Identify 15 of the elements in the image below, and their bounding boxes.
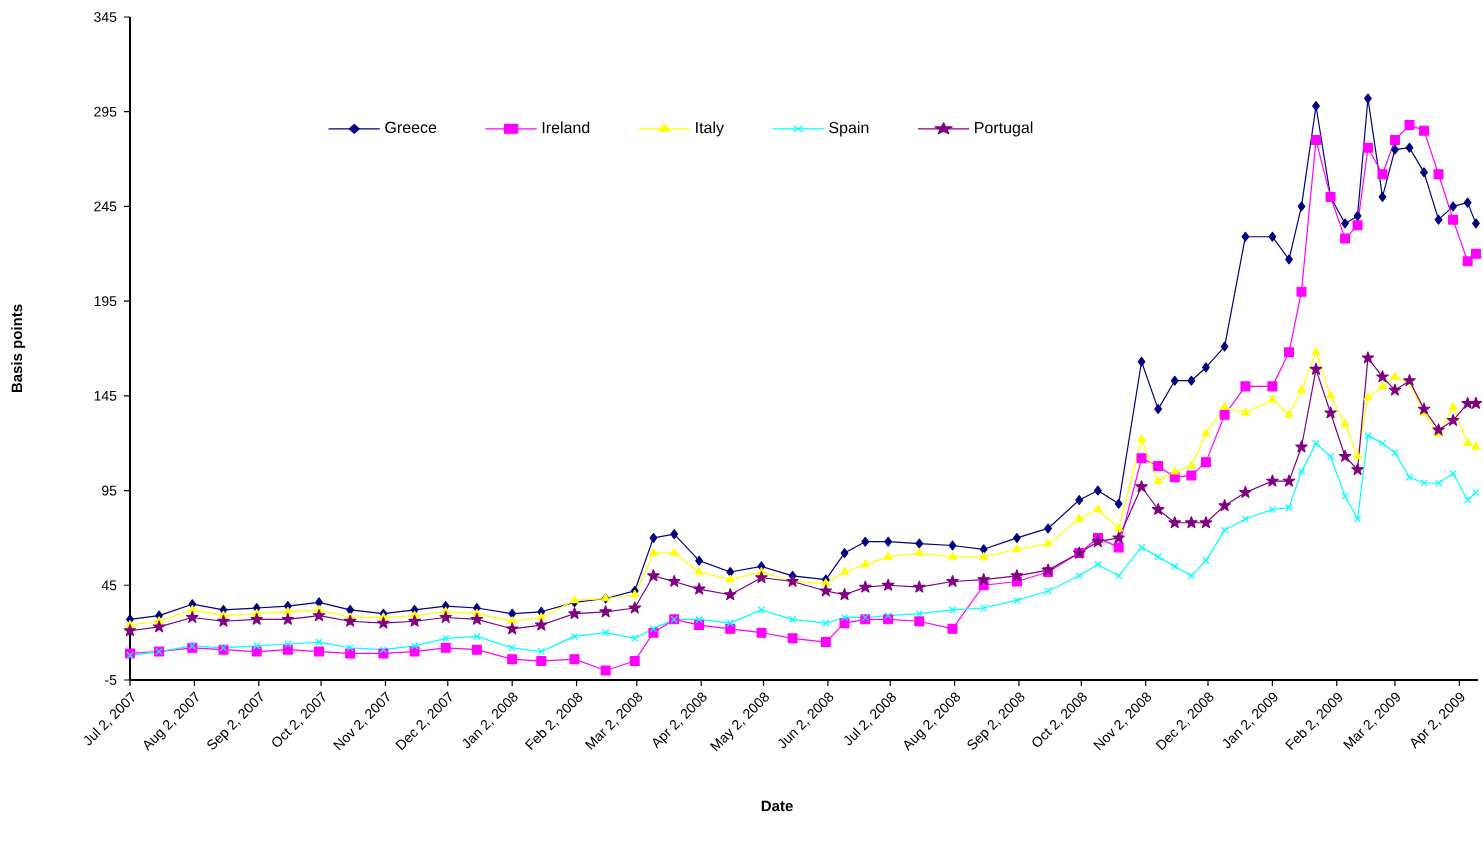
y-axis-title: Basis points — [11, 304, 26, 393]
legend-label: Ireland — [542, 121, 590, 134]
y-tick-label: 245 — [94, 201, 117, 212]
legend-label: Italy — [696, 121, 724, 137]
y-tick-label: -5 — [105, 675, 117, 685]
x-axis-title: Date — [761, 800, 793, 812]
y-tick-label: 45 — [101, 580, 117, 591]
legend-label: Spain — [829, 121, 869, 137]
y-tick-label: 345 — [94, 12, 117, 22]
y-tick-label: 195 — [94, 296, 117, 307]
legend-label: Greece — [385, 121, 437, 134]
y-tick-label: 295 — [94, 106, 117, 117]
legend-label: Portugal — [975, 121, 1033, 137]
y-tick-label: 145 — [94, 390, 117, 401]
y-tick-label: 95 — [102, 485, 117, 496]
